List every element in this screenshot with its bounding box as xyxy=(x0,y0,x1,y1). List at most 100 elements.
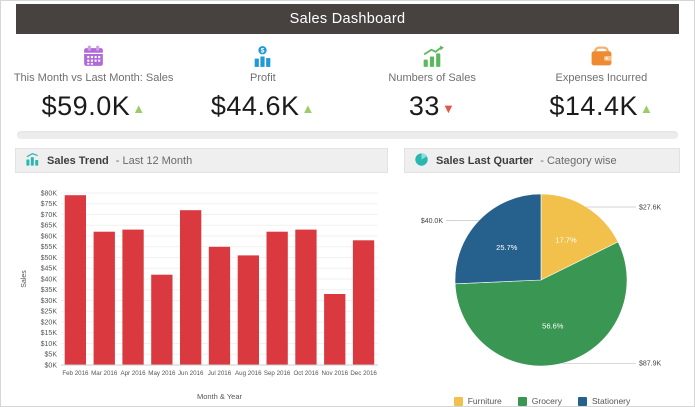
bar-Nov-2016[interactable] xyxy=(324,294,346,365)
kpi-card-number-of-sales[interactable]: Numbers of Sales 33 ▼ xyxy=(348,40,517,122)
y-tick-label: $15K xyxy=(41,330,58,337)
pie-pct-label: 25.7% xyxy=(496,243,518,252)
y-tick-label: $35K xyxy=(41,287,58,294)
y-tick-label: $0K xyxy=(45,362,58,369)
y-tick-label: $55K xyxy=(41,244,58,251)
x-axis-title: Month & Year xyxy=(197,392,243,401)
kpi-label: This Month vs Last Month: Sales xyxy=(13,72,174,84)
legend-label: Grocery xyxy=(531,396,562,406)
x-tick-label: Apr 2016 xyxy=(120,370,146,377)
panel-subtitle: - Last 12 Month xyxy=(115,154,193,167)
y-tick-label: $20K xyxy=(41,319,58,326)
pie-slice-Furniture[interactable] xyxy=(540,193,619,281)
trend-arrow-icon: ▼ xyxy=(441,101,456,116)
bar-Feb-2016[interactable] xyxy=(64,195,86,365)
legend-swatch-icon xyxy=(517,396,527,406)
y-tick-label: $10K xyxy=(41,341,58,348)
kpi-value: 33 ▼ xyxy=(408,91,456,121)
sales-trend-panel: Sales Trend - Last 12 Month $0K $5K $10K $1… xyxy=(15,148,388,406)
x-tick-label: Nov 2016 xyxy=(322,370,349,377)
kpi-row: This Month vs Last Month: Sales $59.0K ▲ … xyxy=(1,40,694,122)
svg-text:$: $ xyxy=(261,48,265,55)
kpi-value: $14.4K ▲ xyxy=(549,91,654,121)
sales-quarter-chart: 17.7% $27.6K 56.6% $87.9K 25.7% $40.0K Furnit… xyxy=(404,173,680,406)
x-tick-label: Sep 2016 xyxy=(264,370,291,377)
trend-arrow-icon: ▲ xyxy=(639,101,654,116)
x-tick-label: May 2016 xyxy=(148,370,176,377)
bar-Sep-2016[interactable] xyxy=(266,231,288,365)
wallet-icon xyxy=(517,42,686,69)
y-tick-label: $75K xyxy=(41,201,58,208)
x-tick-label: Feb 2016 xyxy=(62,370,89,377)
pie-chart-svg[interactable]: 17.7% $27.6K 56.6% $87.9K 25.7% $40.0K xyxy=(404,173,678,387)
bar-Aug-2016[interactable] xyxy=(237,255,259,365)
kpi-value: $44.6K ▲ xyxy=(210,91,315,121)
bar-Dec-2016[interactable] xyxy=(352,240,375,365)
sales-trend-header: Sales Trend - Last 12 Month xyxy=(15,148,388,173)
bar-Jul-2016[interactable] xyxy=(208,246,231,366)
profit-bars-coin-icon: $ xyxy=(178,42,347,69)
pie-amount-label: $40.0K xyxy=(421,218,444,225)
x-tick-label: Dec 2016 xyxy=(350,370,377,377)
page-title: Sales Dashboard xyxy=(289,11,406,27)
trend-arrow-icon: ▲ xyxy=(132,101,146,116)
y-tick-label: $60K xyxy=(41,233,58,240)
calendar-icon xyxy=(9,42,178,69)
sales-growth-icon xyxy=(348,42,517,69)
bar-Jun-2016[interactable] xyxy=(180,210,202,365)
bar-Mar-2016[interactable] xyxy=(93,231,115,365)
pie-legend: Furniture Grocery Stationery xyxy=(404,392,680,406)
kpi-label: Numbers of Sales xyxy=(388,72,476,84)
kpi-label: Profit xyxy=(250,72,276,84)
app-header: Sales Dashboard xyxy=(16,4,679,34)
y-tick-label: $25K xyxy=(41,309,58,316)
x-tick-label: Aug 2016 xyxy=(235,370,262,377)
legend-swatch-icon xyxy=(577,396,587,406)
sales-trend-chart: $0K $5K $10K $15K $20K $25K $30K $35K $40K $45K $5… xyxy=(15,173,388,406)
kpi-card-sales[interactable]: This Month vs Last Month: Sales $59.0K ▲ xyxy=(9,40,178,122)
horizontal-scrollbar-track[interactable] xyxy=(17,131,678,139)
y-tick-label: $40K xyxy=(41,276,58,283)
y-tick-label: $50K xyxy=(41,255,58,262)
y-tick-label: $45K xyxy=(41,266,58,273)
y-axis-title: Sales xyxy=(21,270,28,288)
sales-quarter-panel: Sales Last Quarter - Category wise 17.7%… xyxy=(404,148,680,406)
pie-amount-label: $87.9K xyxy=(639,361,662,368)
legend-item-Grocery[interactable]: Grocery xyxy=(517,396,562,406)
legend-item-Stationery[interactable]: Stationery xyxy=(577,396,631,406)
bar-May-2016[interactable] xyxy=(151,274,173,365)
legend-label: Furniture xyxy=(467,396,502,406)
charts-row: Sales Trend - Last 12 Month $0K $5K $10K $1… xyxy=(1,148,694,406)
x-tick-label: Jun 2016 xyxy=(178,370,204,377)
panel-title: Sales Last Quarter xyxy=(436,154,534,167)
x-tick-label: Mar 2016 xyxy=(91,370,118,377)
pie-chart-icon xyxy=(414,152,429,170)
bar-chart-icon xyxy=(25,152,40,170)
legend-label: Stationery xyxy=(591,396,631,406)
x-tick-label: Jul 2016 xyxy=(208,370,232,377)
bar-Oct-2016[interactable] xyxy=(295,229,317,365)
y-tick-label: $5K xyxy=(45,352,58,359)
sales-quarter-header: Sales Last Quarter - Category wise xyxy=(404,148,680,173)
kpi-value: $59.0K ▲ xyxy=(41,91,146,121)
legend-item-Furniture[interactable]: Furniture xyxy=(453,396,502,406)
bar-Apr-2016[interactable] xyxy=(122,229,144,365)
panel-subtitle: - Category wise xyxy=(540,154,617,167)
x-tick-label: Oct 2016 xyxy=(293,370,319,377)
y-tick-label: $30K xyxy=(41,298,58,305)
panel-title: Sales Trend xyxy=(47,154,109,167)
trend-arrow-icon: ▲ xyxy=(301,101,315,116)
legend-swatch-icon xyxy=(453,396,463,406)
pie-pct-label: 56.6% xyxy=(542,321,564,330)
y-tick-label: $80K xyxy=(41,190,58,197)
kpi-card-profit[interactable]: $ Profit $44.6K ▲ xyxy=(178,40,347,122)
kpi-card-expenses[interactable]: Expenses Incurred $14.4K ▲ xyxy=(517,40,686,122)
pie-pct-label: 17.7% xyxy=(555,235,577,244)
kpi-label: Expenses Incurred xyxy=(555,72,648,84)
pie-amount-label: $27.6K xyxy=(639,204,662,211)
y-tick-label: $70K xyxy=(41,212,58,219)
pie-slice-Stationery[interactable] xyxy=(454,193,542,285)
y-tick-label: $65K xyxy=(41,223,58,230)
bar-chart-svg[interactable]: $0K $5K $10K $15K $20K $25K $30K $35K $40K $45K $5… xyxy=(15,173,386,405)
